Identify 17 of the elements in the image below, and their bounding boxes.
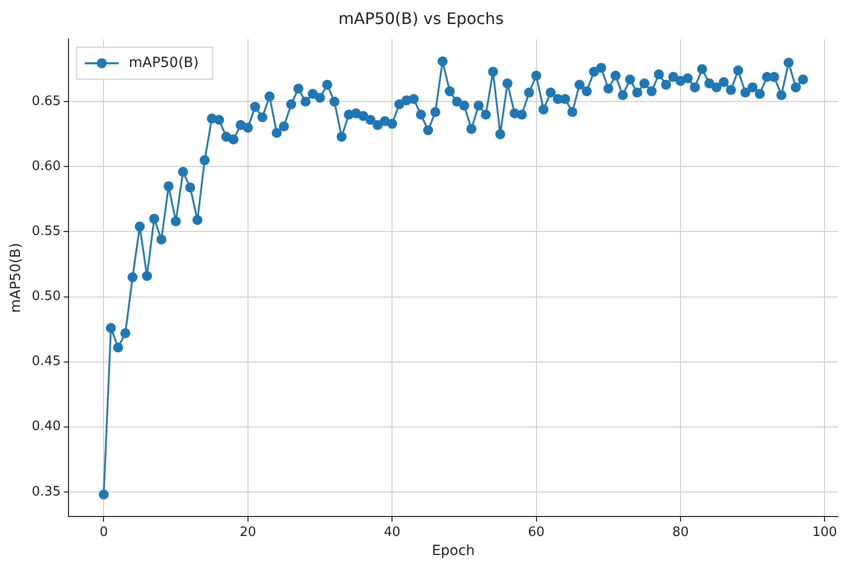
y-tick-label: 0.65 (32, 94, 61, 110)
x-tick-label: 60 (528, 524, 545, 540)
x-tick-label: 100 (812, 524, 838, 540)
y-axis-title: mAP50(B) (8, 242, 24, 313)
x-tick-label: 40 (384, 524, 400, 540)
x-tick-label: 80 (672, 524, 689, 540)
x-tick-label: 20 (240, 524, 256, 540)
y-tick-label: 0.35 (32, 484, 61, 500)
legend-label: mAP50(B) (128, 54, 199, 71)
y-tick-label: 0.55 (32, 224, 61, 240)
x-tick-label: 0 (100, 524, 108, 540)
y-tick-label: 0.45 (32, 354, 61, 370)
x-axis-title: Epoch (432, 543, 475, 560)
y-tick-label: 0.40 (32, 419, 61, 434)
y-tick-label: 0.60 (32, 159, 61, 174)
y-tick-label: 0.50 (32, 289, 61, 304)
chart-title: mAP50(B) vs Epochs (338, 8, 504, 28)
